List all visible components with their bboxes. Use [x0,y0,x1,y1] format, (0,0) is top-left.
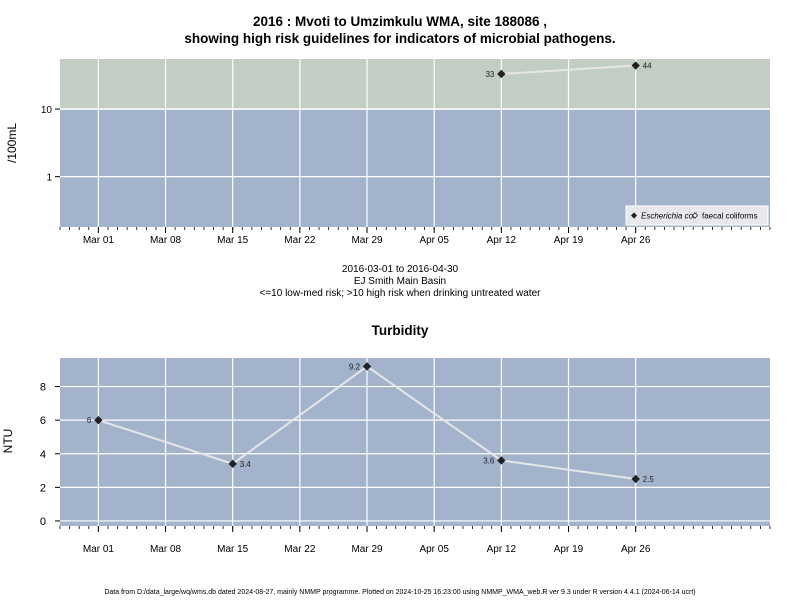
x-tick-label: Apr 12 [487,235,517,246]
data-point [94,415,103,425]
data-label: 33 [485,70,494,79]
x-tick-label: Mar 08 [150,544,182,555]
legend-label: Escherichia coli [641,212,697,221]
data-point [362,362,372,371]
x-tick-label: Mar 15 [217,544,249,555]
site-name-subtitle: EJ Smith Main Basin [353,276,447,287]
date-range-subtitle: 2016-03-01 to 2016-04-30 [341,264,459,275]
data-source-footer: Data from D:/data_large/wq/wms.db dated … [104,589,696,596]
legend-label: faecal coliforms [702,212,758,221]
y-tick-label: 10 [41,105,53,116]
data-label: 3.4 [240,460,252,469]
chart-title-line-2: showing high risk guidelines for indicat… [184,31,616,46]
x-tick-label: Apr 05 [419,235,449,246]
microbial-chart: 1 10 Mar 01 Mar 08 Mar 15 Mar 22 Mar 29 Apr 05 A… [41,59,771,246]
x-tick-label: Mar 08 [150,235,182,246]
x-tick-label: Mar 29 [351,544,383,555]
chart-title-line-1: 2016 : Mvoti to Umzimkulu WMA, site 1880… [252,14,548,29]
data-point [497,69,506,79]
turbidity-chart: 0 2 4 6 8 Mar 01 Mar 08 Mar 15 Mar 22 Mar 29 Apr 0… [40,358,771,555]
y-tick-label: 8 [40,382,46,394]
legend-marker [691,212,699,219]
data-point [631,474,640,484]
y-tick-label: 2 [40,482,46,494]
y-tick-label: 0 [40,516,46,528]
x-tick-label: Apr 26 [621,235,651,246]
data-label: 3.6 [483,456,495,465]
data-point [228,459,237,469]
data-label: 2.5 [643,475,655,484]
series-line [501,64,636,75]
x-tick-label: Apr 26 [621,544,651,555]
x-tick-label: Mar 15 [217,235,249,246]
data-label: 6 [87,416,92,425]
data-label: 9.2 [349,362,361,371]
data-label: 44 [643,62,652,71]
y-tick-label: 1 [46,173,52,184]
x-tick-label: Apr 19 [554,544,584,555]
x-tick-label: Mar 29 [351,235,383,246]
legend-marker [630,212,638,219]
y-tick-label: 4 [40,449,46,461]
high-risk-zone [60,59,770,110]
data-point [631,61,640,70]
data-point [497,456,506,465]
turbidity-title: Turbidity [371,323,429,338]
x-tick-label: Mar 01 [83,544,115,555]
x-tick-label: Apr 05 [419,544,449,555]
x-tick-label: Apr 12 [487,544,517,555]
x-tick-label: Apr 19 [554,235,584,246]
x-tick-label: Mar 22 [284,544,316,555]
x-tick-label: Mar 22 [284,235,316,246]
risk-guideline-subtitle: <=10 low-med risk; >10 high risk when dr… [259,288,541,299]
x-tick-label: Mar 01 [83,235,115,246]
y-tick-label: 6 [40,415,46,427]
